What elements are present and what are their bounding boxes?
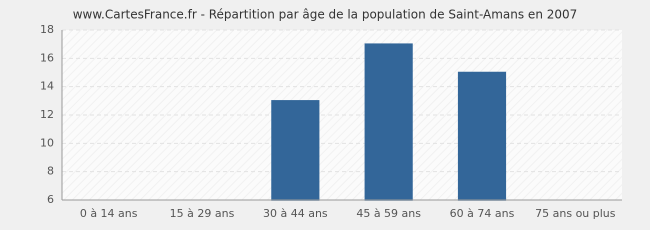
chart-title: www.CartesFrance.fr - Répartition par âg…	[73, 8, 578, 22]
bar	[457, 71, 507, 201]
x-tick-label: 75 ans ou plus	[535, 207, 616, 220]
bar	[364, 43, 413, 201]
x-tick-label: 15 à 29 ans	[170, 207, 235, 220]
y-tick-label: 6	[47, 193, 54, 206]
y-tick-label: 8	[47, 165, 54, 178]
chart: www.CartesFrance.fr - Répartition par âg…	[0, 0, 650, 230]
bar	[271, 100, 320, 201]
x-tick-label: 30 à 44 ans	[263, 207, 328, 220]
x-tick-label: 60 à 74 ans	[450, 207, 515, 220]
y-tick-label: 12	[40, 108, 54, 121]
y-tick-label: 10	[40, 136, 54, 149]
y-tick-label: 14	[40, 80, 54, 93]
x-tick-label: 0 à 14 ans	[80, 207, 138, 220]
x-tick-label: 45 à 59 ans	[356, 207, 421, 220]
y-tick-label: 16	[40, 51, 54, 64]
y-tick-label: 18	[40, 23, 54, 36]
